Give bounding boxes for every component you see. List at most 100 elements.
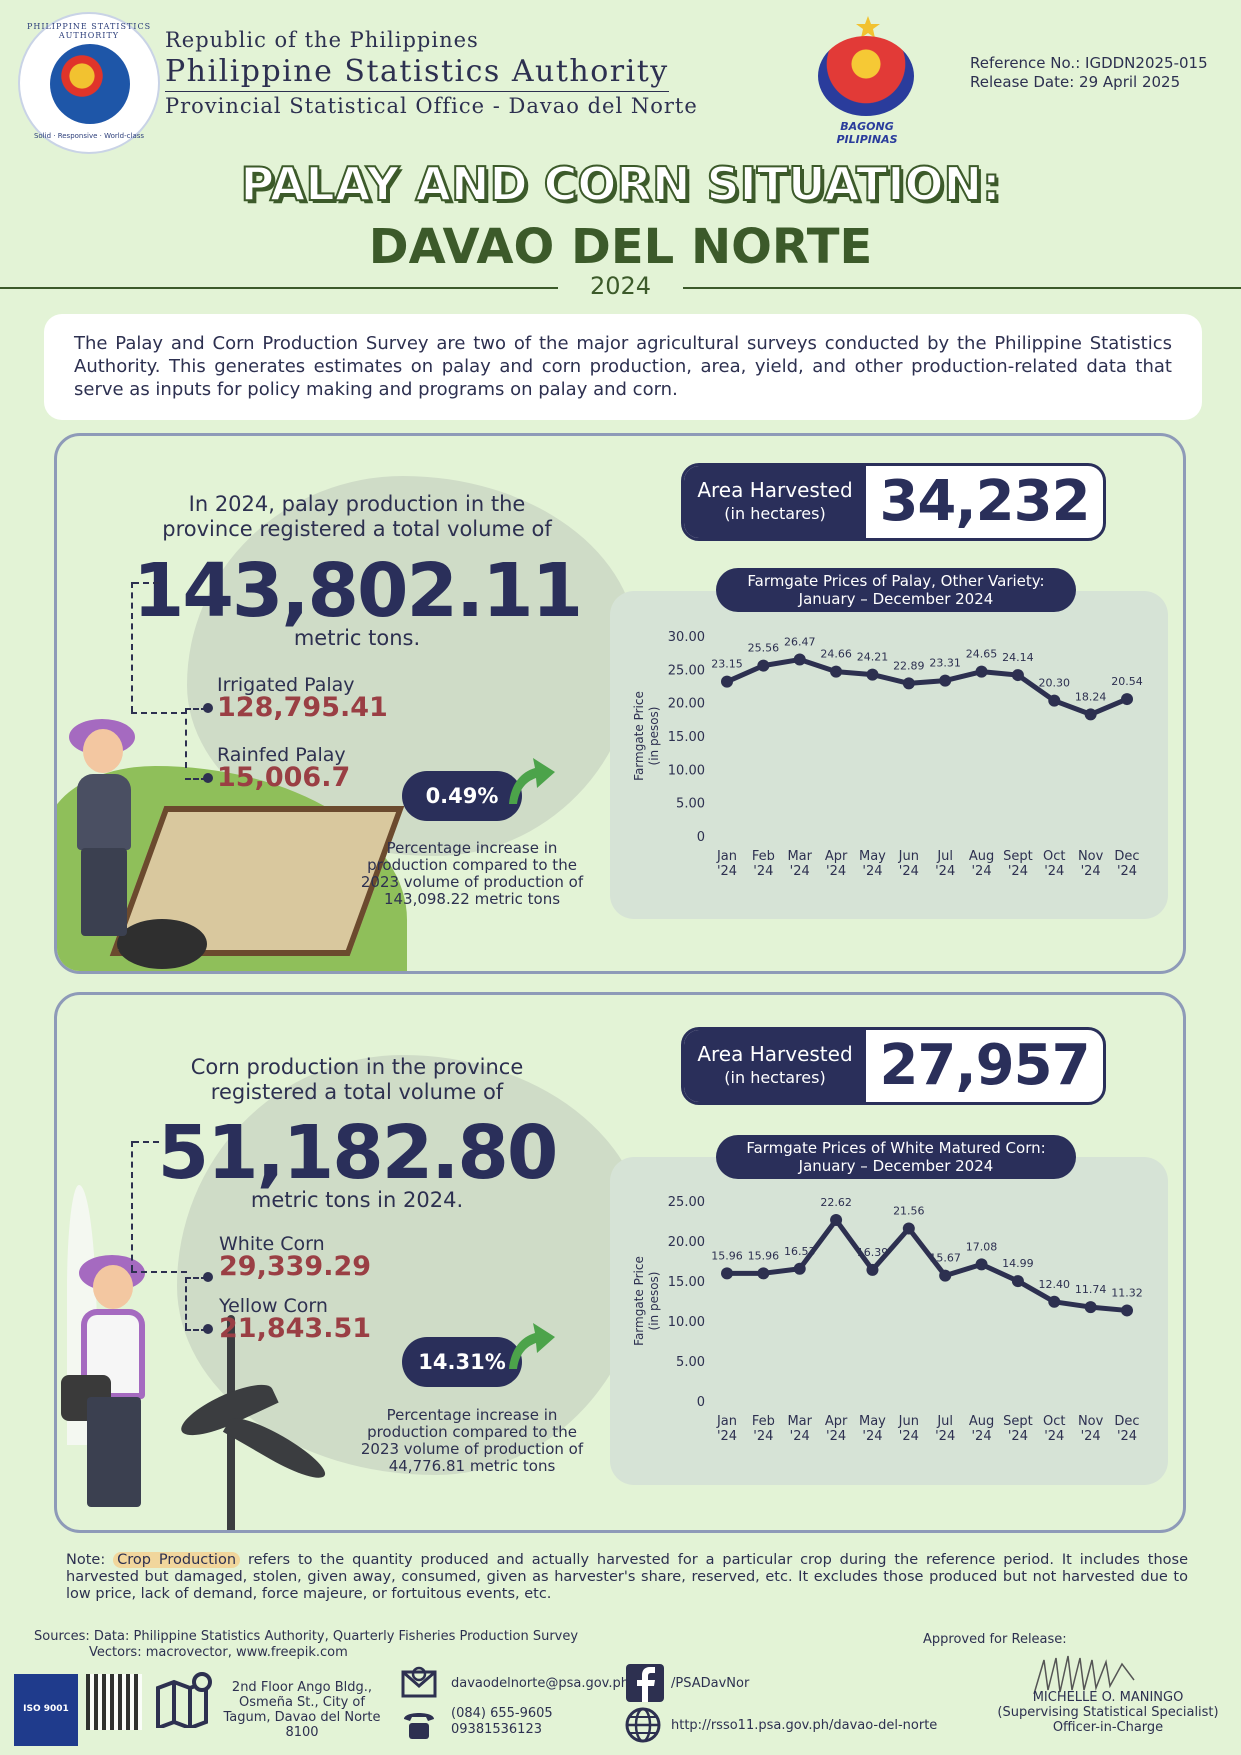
x-tick-label: Jun '24 [898,1414,919,1444]
x-tick-label: Jul '24 [935,1414,955,1444]
bp-emblem [818,36,914,116]
corn-price-chart: Farmgate Price(in pesos) 0 5.00 10.00 15.00 2… [632,1195,1143,1444]
y-tick-label: 20.00 [668,697,705,712]
y-tick-label: 15.00 [668,730,705,745]
corn-chart-title: Farmgate Prices of White Matured Corn: J… [716,1135,1076,1179]
x-tick-label: Sept '24 [1003,1414,1033,1444]
officer-title: (Supervising Statistical Specialist) [997,1705,1219,1720]
facebook-link[interactable]: /PSADavNor [671,1676,750,1691]
x-tick-year: '24 [790,864,810,879]
x-tick-year: '24 [826,864,846,879]
data-label: 21.56 [893,1205,925,1218]
y-tick-label: 5.00 [676,1355,705,1370]
data-label: 24.65 [966,648,998,661]
sources-block: Sources: Data: Philippine Statistics Aut… [34,1629,578,1661]
connector [133,582,159,584]
data-label: 24.14 [1002,651,1034,664]
corn-lead-text: Corn production in the province register… [190,1055,524,1104]
data-label: 20.54 [1111,675,1143,688]
x-tick-month: Mar [787,849,812,864]
x-tick-label: Mar '24 [787,1414,812,1444]
x-tick-month: Sept [1003,849,1033,864]
white-corn-label: White Corn [219,1233,325,1255]
x-tick-year: '24 [753,1429,773,1444]
connector [185,778,207,780]
palay-chart-card [610,591,1168,919]
data-point [830,665,843,678]
email-link[interactable]: davaodelnorte@psa.gov.ph [451,1676,629,1691]
x-tick-month: Feb [752,1414,775,1429]
data-label: 23.15 [711,658,743,671]
reference-block: Reference No.: IGDDN2025-015 Release Dat… [970,54,1208,92]
data-point [1048,1295,1061,1308]
palay-pct-note: Percentage increase in production compar… [360,839,584,908]
palay-total: 143,802.11 [132,548,583,634]
header-agency: Philippine Statistics Authority [165,54,669,92]
area-label-main: Area Harvested [697,478,853,502]
crop-production-note: Note: Crop Production refers to the quan… [66,1552,1188,1603]
x-tick-label: Sept '24 [1003,849,1033,879]
website-link[interactable]: http://rsso11.psa.gov.ph/davao-del-norte [671,1718,938,1733]
x-tick-label: Feb '24 [752,1414,775,1444]
irrigated-label: Irrigated Palay [217,674,355,696]
header-office: Provincial Statistical Office - Davao de… [165,94,698,118]
data-point [1121,693,1133,706]
note-prefix: Note: [66,1552,106,1568]
x-tick-year: '24 [717,1429,737,1444]
palay-area-box: Area Harvested (in hectares) 34,232 [681,463,1106,541]
data-point [1048,694,1061,707]
connector [185,1277,207,1279]
y-tick-label: 25.00 [668,663,705,678]
connector [185,1329,207,1331]
y-tick-label: 0 [697,830,705,845]
x-tick-month: Jun [898,1414,919,1429]
x-tick-year: '24 [1117,864,1137,879]
release-date: Release Date: 29 April 2025 [970,73,1181,91]
note-body: refers to the quantity produced and actu… [66,1552,1188,1602]
palay-unit: metric tons. [293,626,421,650]
area-label-main: Area Harvested [697,1042,853,1066]
x-tick-year: '24 [899,864,919,879]
y-axis-title-line: Farmgate Price [632,1256,646,1346]
x-tick-month: Dec [1114,1414,1139,1429]
data-label: 18.24 [1075,690,1107,703]
qr-code-icon[interactable] [86,1674,142,1730]
data-label: 16.39 [857,1246,889,1259]
title-line-2: DAVAO DEL NORTE [368,219,873,275]
x-tick-year: '24 [935,864,955,879]
x-tick-month: Oct [1043,1414,1065,1429]
data-label: 12.40 [1039,1278,1071,1291]
iso-certification-badge: ISO 9001 [14,1674,78,1746]
data-point [975,665,988,678]
y-tick-label: 30.00 [668,630,705,645]
corn-pct-badge: 14.31% [402,1337,522,1387]
data-label: 15.96 [711,1249,743,1262]
signature [1033,1655,1135,1695]
data-point [975,1258,988,1271]
data-point [830,1214,843,1227]
connector [131,582,133,712]
data-label: 17.08 [966,1240,998,1253]
data-label: 22.62 [820,1196,852,1209]
x-tick-month: Aug [969,1414,994,1429]
x-tick-month: Apr [825,1414,848,1429]
x-tick-month: Jan [716,849,737,864]
data-point [902,677,915,690]
x-tick-label: Mar '24 [787,849,812,879]
farmer-legs [81,848,127,936]
bp-label: BAGONG PILIPINAS [836,120,898,146]
bagong-pilipinas-logo: BAGONG PILIPINAS [812,16,922,146]
globe-icon [50,44,130,124]
data-label: 26.47 [784,636,816,649]
y-axis-title-line: (in pesos) [647,707,661,766]
data-label: 20.30 [1039,677,1071,690]
x-tick-year: '24 [1008,864,1028,879]
x-tick-year: '24 [971,1429,991,1444]
arrow-up-icon [509,1323,555,1369]
x-tick-month: Jul [936,1414,953,1429]
bullet-dot [203,1272,213,1282]
data-point [1011,669,1024,682]
x-tick-year: '24 [1008,1429,1028,1444]
x-tick-year: '24 [1081,864,1101,879]
palay-area-value: 34,232 [879,469,1090,534]
